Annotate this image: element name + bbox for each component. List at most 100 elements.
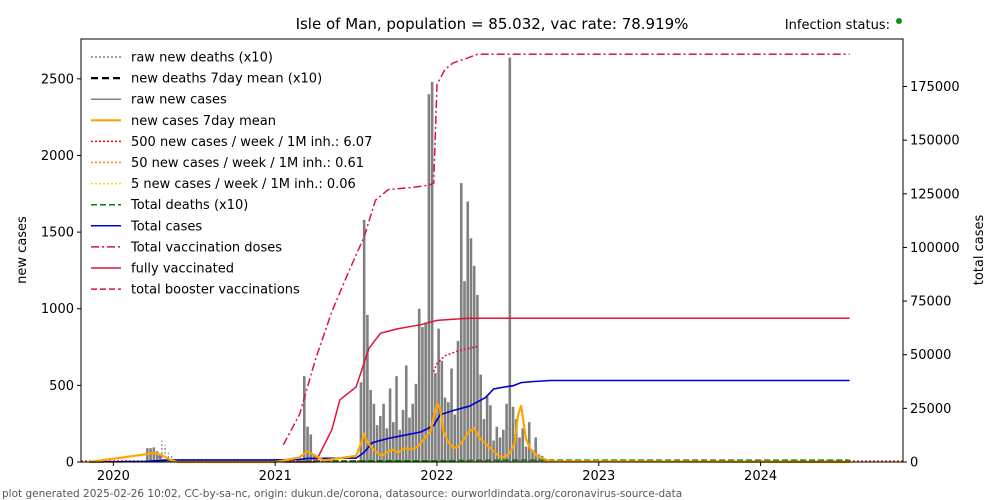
- new-cases-bar: [479, 374, 482, 462]
- y-axis-left: 0 500 1000 1500 2000 2500: [41, 72, 81, 471]
- new-cases-bar: [430, 81, 434, 463]
- new-cases-bar: [152, 447, 156, 462]
- y-tick-label-right: 150000: [910, 134, 960, 149]
- new-cases-bar: [382, 403, 385, 462]
- new-cases-7day-mean-line: [88, 401, 850, 464]
- new-cases-bar: [302, 376, 306, 462]
- new-cases-bar: [440, 360, 444, 462]
- new-cases-bar: [366, 314, 369, 462]
- new-cases-bar: [362, 219, 366, 462]
- chart-title: Isle of Man, population = 85.032, vac ra…: [296, 15, 689, 33]
- y-tick-label-right: 50000: [910, 348, 951, 363]
- new-cases-bar: [404, 365, 408, 462]
- new-cases-bar: [155, 451, 159, 462]
- new-cases-bar: [508, 57, 512, 463]
- new-cases-bar: [524, 446, 528, 462]
- new-cases-bar: [489, 405, 492, 462]
- legend-label: raw new deaths (x10): [131, 51, 273, 66]
- new-cases-bar: [463, 281, 466, 462]
- fully-vaccinated-line: [283, 317, 850, 463]
- y-tick-label-left: 1500: [41, 226, 74, 241]
- x-tick-label: 2023: [582, 469, 615, 484]
- new-cases-bar: [466, 201, 470, 462]
- legend-label: 50 new cases / week / 1M inh.: 0.61: [131, 156, 364, 171]
- new-cases-bar: [359, 382, 363, 462]
- legend-label: Total cases: [130, 219, 202, 234]
- new-cases-bar: [495, 426, 499, 462]
- y-tick-label-right: 0: [910, 456, 918, 471]
- legend-label: 5 new cases / week / 1M inh.: 0.06: [131, 177, 356, 192]
- new-cases-bar: [306, 426, 309, 462]
- new-cases-bar: [511, 406, 515, 462]
- y-tick-label-right: 25000: [910, 402, 951, 417]
- x-tick-label: 2021: [259, 469, 292, 484]
- y-tick-label-left: 500: [49, 379, 74, 394]
- new-cases-bar: [421, 327, 424, 462]
- new-cases-bar: [398, 429, 402, 462]
- legend-label: 500 new cases / week / 1M inh.: 6.07: [131, 135, 372, 150]
- x-tick-label: 2022: [420, 469, 453, 484]
- new-cases-bar: [372, 403, 376, 462]
- new-cases-bar: [482, 419, 486, 462]
- new-cases-bar: [417, 308, 421, 462]
- new-cases-bar: [485, 396, 489, 462]
- legend-label: Total deaths (x10): [130, 198, 248, 213]
- new-cases-bar: [395, 376, 398, 462]
- new-cases-bar: [447, 402, 450, 462]
- infection-status-indicator: [896, 18, 902, 24]
- new-cases-bar: [437, 328, 440, 462]
- new-cases-bar: [391, 422, 395, 462]
- new-cases-bar: [443, 397, 447, 462]
- total-vaccination-doses-line: [282, 53, 850, 446]
- new-cases-bar: [408, 417, 411, 462]
- new-cases-bar: [521, 428, 525, 462]
- new-cases-bar: [450, 368, 453, 462]
- legend: raw new deaths (x10) new deaths 7day mean…: [91, 51, 372, 298]
- y-tick-label-left: 1000: [41, 302, 74, 317]
- y-axis-label-left: new cases: [15, 216, 30, 284]
- new-cases-bar: [453, 414, 457, 462]
- new-cases-bar: [498, 437, 502, 462]
- new-cases-bar: [379, 416, 382, 462]
- new-cases-bar: [309, 434, 313, 462]
- legend-label: raw new cases: [131, 93, 227, 108]
- new-cases-bar: [537, 454, 541, 462]
- y-tick-label-left: 0: [66, 456, 74, 471]
- legend-label: new deaths 7day mean (x10): [131, 72, 322, 87]
- axes-frame: [80, 38, 904, 463]
- new-cases-bar: [502, 429, 505, 462]
- new-cases-bar: [369, 389, 372, 462]
- y-tick-label-right: 75000: [910, 295, 951, 310]
- y-tick-label-right: 125000: [910, 187, 960, 202]
- legend-label: fully vaccinated: [131, 262, 234, 277]
- new-cases-bar: [505, 403, 508, 462]
- new-cases-bar: [456, 340, 460, 462]
- legend-label: total booster vaccinations: [131, 283, 300, 298]
- new-cases-bar: [385, 428, 389, 462]
- plot-area: [81, 53, 903, 464]
- new-cases-bar: [375, 425, 379, 462]
- new-cases-bar: [427, 94, 431, 462]
- y-axis-label-right: total cases: [972, 215, 987, 286]
- new-cases-bar: [514, 419, 518, 462]
- new-cases-bar: [158, 454, 162, 462]
- y-tick-label-right: 100000: [910, 241, 960, 256]
- new-cases-bar: [518, 437, 521, 462]
- new-cases-bar: [534, 437, 537, 462]
- new-cases-bar: [527, 422, 531, 462]
- footer-note: plot generated 2025-02-26 10:02, CC-by-s…: [2, 488, 682, 500]
- total-booster-line: [432, 345, 480, 373]
- total-deaths-line: [89, 459, 850, 463]
- new-cases-bar: [388, 388, 392, 462]
- x-axis: 2020 2021 2022 2023 2024: [97, 462, 777, 484]
- total-cases-line: [89, 379, 850, 463]
- new-cases-bar: [469, 238, 473, 462]
- y-tick-label-left: 2500: [41, 72, 74, 87]
- y-axis-right: 0 25000 50000 75000 100000 125000 150000 175000: [903, 80, 960, 471]
- legend-label: Total vaccination doses: [130, 240, 282, 255]
- new-cases-bar: [472, 265, 476, 462]
- legend-label: new cases 7day mean: [131, 114, 276, 129]
- x-tick-label: 2020: [97, 469, 130, 484]
- infection-status-label: Infection status:: [785, 18, 890, 33]
